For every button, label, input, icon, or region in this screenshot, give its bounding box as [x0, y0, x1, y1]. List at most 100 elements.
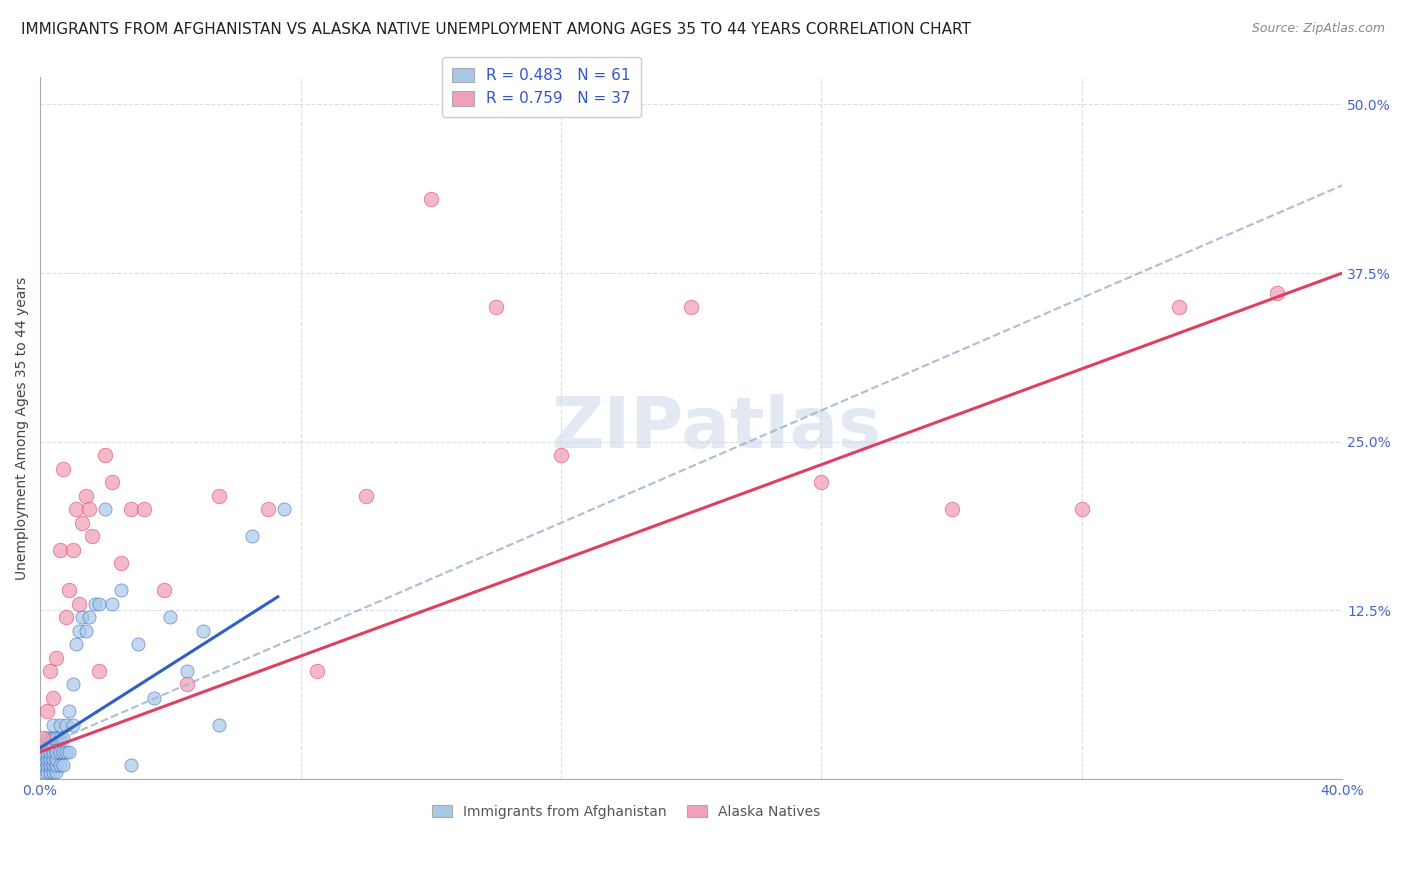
- Point: [32, 731, 55, 746]
- Point: [35, 758, 58, 772]
- Point: [176, 664, 198, 678]
- Point: [87, 664, 110, 678]
- Point: [94, 448, 117, 462]
- Point: [55, 718, 77, 732]
- Point: [82, 529, 104, 543]
- Point: [48, 718, 70, 732]
- Text: Source: ZipAtlas.com: Source: ZipAtlas.com: [1251, 22, 1385, 36]
- Point: [38, 745, 60, 759]
- Point: [55, 610, 77, 624]
- Legend: Immigrants from Afghanistan, Alaska Natives: Immigrants from Afghanistan, Alaska Nati…: [426, 799, 825, 824]
- Point: [45, 752, 67, 766]
- Point: [38, 765, 60, 780]
- Point: [52, 758, 75, 772]
- Point: [42, 765, 65, 780]
- Point: [1265, 286, 1288, 301]
- Point: [58, 582, 80, 597]
- Point: [273, 502, 295, 516]
- Point: [159, 610, 181, 624]
- Point: [84, 597, 107, 611]
- Point: [45, 650, 67, 665]
- Point: [45, 745, 67, 759]
- Point: [419, 192, 441, 206]
- Point: [305, 664, 328, 678]
- Point: [94, 502, 117, 516]
- Point: [35, 705, 58, 719]
- Point: [67, 624, 90, 638]
- Point: [52, 731, 75, 746]
- Point: [38, 664, 60, 678]
- Point: [153, 582, 176, 597]
- Point: [176, 677, 198, 691]
- Point: [35, 765, 58, 780]
- Point: [77, 610, 100, 624]
- Point: [52, 745, 75, 759]
- Point: [58, 705, 80, 719]
- Point: [42, 745, 65, 759]
- Point: [42, 690, 65, 705]
- Point: [257, 502, 280, 516]
- Point: [45, 758, 67, 772]
- Point: [42, 731, 65, 746]
- Point: [38, 758, 60, 772]
- Point: [240, 529, 263, 543]
- Point: [48, 731, 70, 746]
- Point: [55, 745, 77, 759]
- Point: [354, 489, 377, 503]
- Point: [32, 752, 55, 766]
- Y-axis label: Unemployment Among Ages 35 to 44 years: Unemployment Among Ages 35 to 44 years: [15, 277, 30, 580]
- Point: [87, 597, 110, 611]
- Point: [62, 677, 84, 691]
- Point: [58, 745, 80, 759]
- Point: [38, 731, 60, 746]
- Point: [72, 610, 94, 624]
- Point: [31, 765, 53, 780]
- Point: [134, 502, 156, 516]
- Point: [77, 502, 100, 516]
- Point: [65, 637, 87, 651]
- Point: [42, 718, 65, 732]
- Point: [1070, 502, 1092, 516]
- Point: [45, 765, 67, 780]
- Point: [32, 738, 55, 752]
- Point: [48, 542, 70, 557]
- Point: [127, 637, 149, 651]
- Point: [110, 582, 132, 597]
- Point: [941, 502, 963, 516]
- Point: [100, 597, 122, 611]
- Point: [48, 745, 70, 759]
- Point: [810, 475, 832, 490]
- Point: [62, 542, 84, 557]
- Point: [35, 752, 58, 766]
- Point: [75, 624, 97, 638]
- Point: [120, 502, 142, 516]
- Point: [681, 300, 703, 314]
- Point: [35, 738, 58, 752]
- Point: [485, 300, 508, 314]
- Point: [75, 489, 97, 503]
- Point: [62, 718, 84, 732]
- Point: [208, 489, 231, 503]
- Point: [35, 745, 58, 759]
- Point: [52, 461, 75, 475]
- Point: [72, 516, 94, 530]
- Point: [42, 738, 65, 752]
- Point: [32, 745, 55, 759]
- Point: [65, 502, 87, 516]
- Point: [38, 738, 60, 752]
- Point: [48, 758, 70, 772]
- Point: [67, 597, 90, 611]
- Point: [42, 758, 65, 772]
- Point: [110, 556, 132, 570]
- Point: [32, 758, 55, 772]
- Point: [550, 448, 572, 462]
- Point: [35, 731, 58, 746]
- Point: [120, 758, 142, 772]
- Point: [100, 475, 122, 490]
- Point: [208, 718, 231, 732]
- Point: [45, 731, 67, 746]
- Point: [1168, 300, 1191, 314]
- Text: IMMIGRANTS FROM AFGHANISTAN VS ALASKA NATIVE UNEMPLOYMENT AMONG AGES 35 TO 44 YE: IMMIGRANTS FROM AFGHANISTAN VS ALASKA NA…: [21, 22, 972, 37]
- Point: [42, 752, 65, 766]
- Point: [143, 690, 166, 705]
